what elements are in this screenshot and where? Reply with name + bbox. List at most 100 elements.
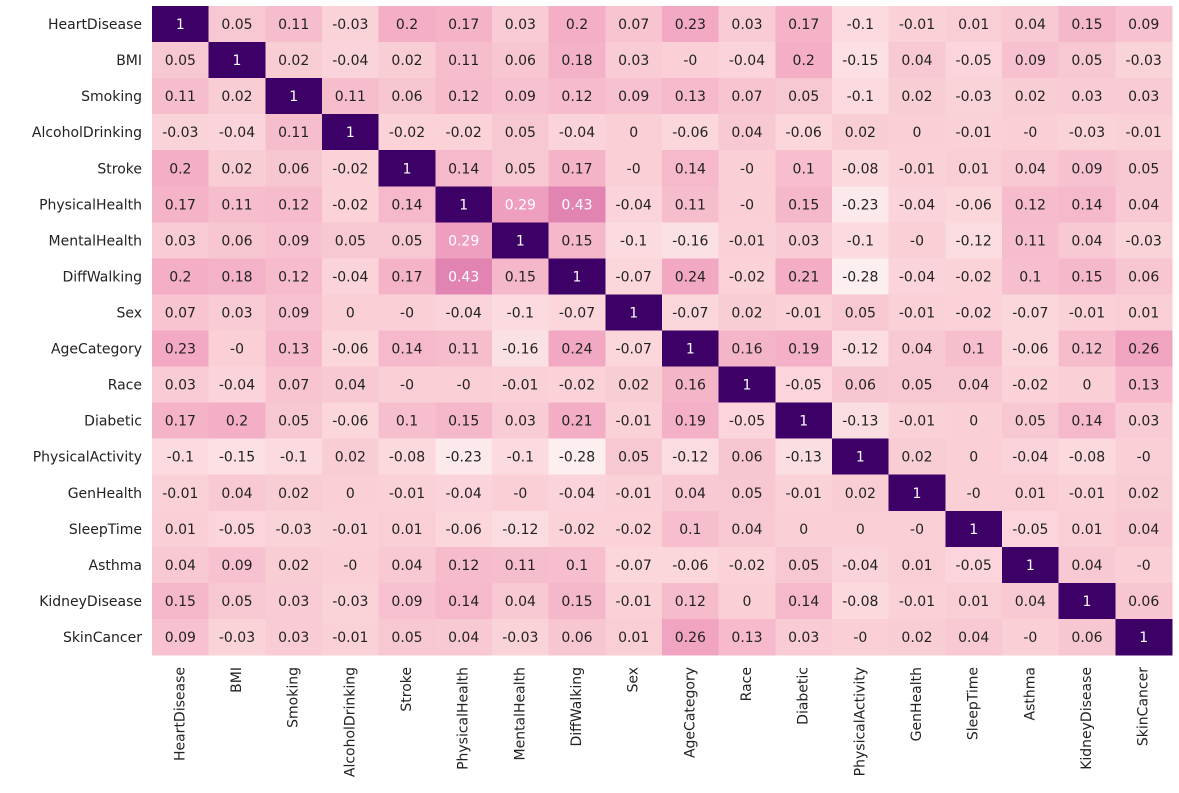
heatmap-cell bbox=[1002, 258, 1060, 296]
heatmap-cell bbox=[888, 582, 946, 620]
cell-value-label: 0.09 bbox=[278, 305, 309, 321]
cell-value-label: 0.11 bbox=[505, 558, 536, 574]
heatmap-cell bbox=[945, 510, 1003, 548]
heatmap-cell bbox=[1058, 222, 1116, 259]
heatmap-cell bbox=[775, 618, 833, 656]
heatmap-cell bbox=[1058, 330, 1116, 368]
row-labels: HeartDisease BMI Smoking AlcoholDrinking Str… bbox=[32, 17, 142, 646]
cell-value-label: -0.03 bbox=[502, 630, 538, 646]
heatmap-cell bbox=[152, 474, 210, 512]
cell-value-label: 0.02 bbox=[845, 486, 876, 502]
cell-value-label: -0.03 bbox=[956, 89, 992, 105]
cell-value-label: -0.01 bbox=[616, 414, 652, 430]
cell-value-label: -0.03 bbox=[332, 17, 368, 33]
heatmap-cell bbox=[1115, 6, 1173, 43]
heatmap-cell bbox=[718, 42, 776, 79]
cell-value-label: -0.06 bbox=[1012, 342, 1048, 358]
cell-value-label: -0.06 bbox=[956, 197, 992, 213]
heatmap-cell bbox=[208, 78, 266, 115]
heatmap-cell bbox=[1002, 582, 1060, 620]
heatmap-cell bbox=[548, 6, 606, 43]
cell-value-label: 0.06 bbox=[845, 378, 876, 394]
cell-value-label: -0.04 bbox=[559, 486, 595, 502]
cell-value-label: 0.06 bbox=[561, 630, 592, 646]
cell-value-label: 0.04 bbox=[221, 486, 252, 502]
cell-value-label: -0.1 bbox=[507, 450, 534, 466]
heatmap-cell bbox=[435, 78, 493, 115]
heatmap-cell bbox=[1115, 114, 1173, 151]
cell-value-label: 0.09 bbox=[618, 89, 649, 105]
heatmap-cell bbox=[492, 114, 550, 151]
heatmap-cell bbox=[662, 294, 720, 332]
cell-value-label: -0.06 bbox=[672, 558, 708, 574]
heatmap-cell bbox=[208, 186, 266, 223]
cell-value-label: -0.06 bbox=[446, 522, 482, 538]
heatmap-cell bbox=[208, 366, 266, 404]
cell-value-label: 0.07 bbox=[278, 378, 309, 394]
cell-value-label: 0.02 bbox=[278, 486, 309, 502]
cell-value-label: 0.16 bbox=[731, 342, 762, 358]
cell-value-label: 0 bbox=[346, 486, 355, 502]
cell-value-label: 0.14 bbox=[788, 594, 819, 610]
heatmap-cell bbox=[152, 330, 210, 368]
heatmap-cell bbox=[605, 618, 663, 656]
cell-value-label: 0.06 bbox=[731, 450, 762, 466]
heatmap-cell bbox=[492, 330, 550, 368]
cell-value-label: 0.14 bbox=[391, 342, 422, 358]
cell-value-label: -0.01 bbox=[899, 17, 935, 33]
heatmap-cell bbox=[548, 150, 606, 187]
heatmap-cell bbox=[945, 402, 1003, 440]
heatmap-cell bbox=[548, 510, 606, 548]
cell-value-label: 0.02 bbox=[221, 161, 252, 177]
cell-value-label: 0.09 bbox=[165, 630, 196, 646]
cell-value-label: -0 bbox=[1137, 558, 1151, 574]
cell-value-label: -0 bbox=[457, 378, 471, 394]
column-tick-label: Diabetic bbox=[796, 667, 812, 725]
heatmap-cell bbox=[1058, 582, 1116, 620]
heatmap-cell bbox=[435, 114, 493, 151]
cell-value-label: 0.05 bbox=[221, 17, 252, 33]
heatmap-cell bbox=[378, 402, 436, 440]
heatmap-cell bbox=[775, 114, 833, 151]
cell-value-label: 0.1 bbox=[793, 161, 815, 177]
cell-value-label: 0.17 bbox=[391, 269, 422, 285]
heatmap-cell bbox=[662, 366, 720, 404]
cell-value-label: -0.05 bbox=[729, 414, 765, 430]
heatmap-cell bbox=[945, 6, 1003, 43]
heatmap-cell bbox=[718, 222, 776, 259]
cell-value-label: 0.13 bbox=[278, 342, 309, 358]
cell-value-label: -0.08 bbox=[842, 161, 878, 177]
cell-value-label: -0.01 bbox=[899, 305, 935, 321]
heatmap-cell bbox=[1002, 114, 1060, 151]
heatmap-cell bbox=[435, 402, 493, 440]
heatmap-cell bbox=[1115, 78, 1173, 115]
cell-value-label: 0.02 bbox=[221, 89, 252, 105]
cell-value-label: 0.21 bbox=[788, 269, 819, 285]
cell-value-label: 0.04 bbox=[1071, 558, 1102, 574]
cell-value-label: 0.12 bbox=[278, 197, 309, 213]
heatmap-cell bbox=[1002, 510, 1060, 548]
cell-value-label: 0.05 bbox=[391, 233, 422, 249]
cell-value-label: 0.15 bbox=[561, 594, 592, 610]
heatmap-cell bbox=[1058, 150, 1116, 187]
cell-value-label: -0 bbox=[1137, 450, 1151, 466]
cell-value-label: 0 bbox=[913, 125, 922, 141]
cell-value-label: -0.12 bbox=[842, 342, 878, 358]
cell-value-label: 0.04 bbox=[1128, 522, 1159, 538]
heatmap-cell bbox=[945, 330, 1003, 368]
cell-value-label: -0.07 bbox=[1012, 305, 1048, 321]
heatmap-cell bbox=[1058, 186, 1116, 223]
heatmap-cell bbox=[435, 474, 493, 512]
heatmap-cell bbox=[888, 222, 946, 259]
cell-value-label: 0.15 bbox=[788, 197, 819, 213]
heatmap-cell bbox=[152, 402, 210, 440]
heatmap-cell bbox=[1115, 222, 1173, 259]
heatmap-cell bbox=[208, 546, 266, 584]
heatmap-cell bbox=[548, 618, 606, 656]
cell-value-label: 1 bbox=[516, 233, 525, 249]
heatmap-cell bbox=[152, 150, 210, 187]
cell-value-label: -0.02 bbox=[956, 305, 992, 321]
heatmap-cell bbox=[832, 510, 890, 548]
cell-value-label: 0.1 bbox=[1019, 269, 1041, 285]
heatmap-cell bbox=[265, 258, 323, 296]
